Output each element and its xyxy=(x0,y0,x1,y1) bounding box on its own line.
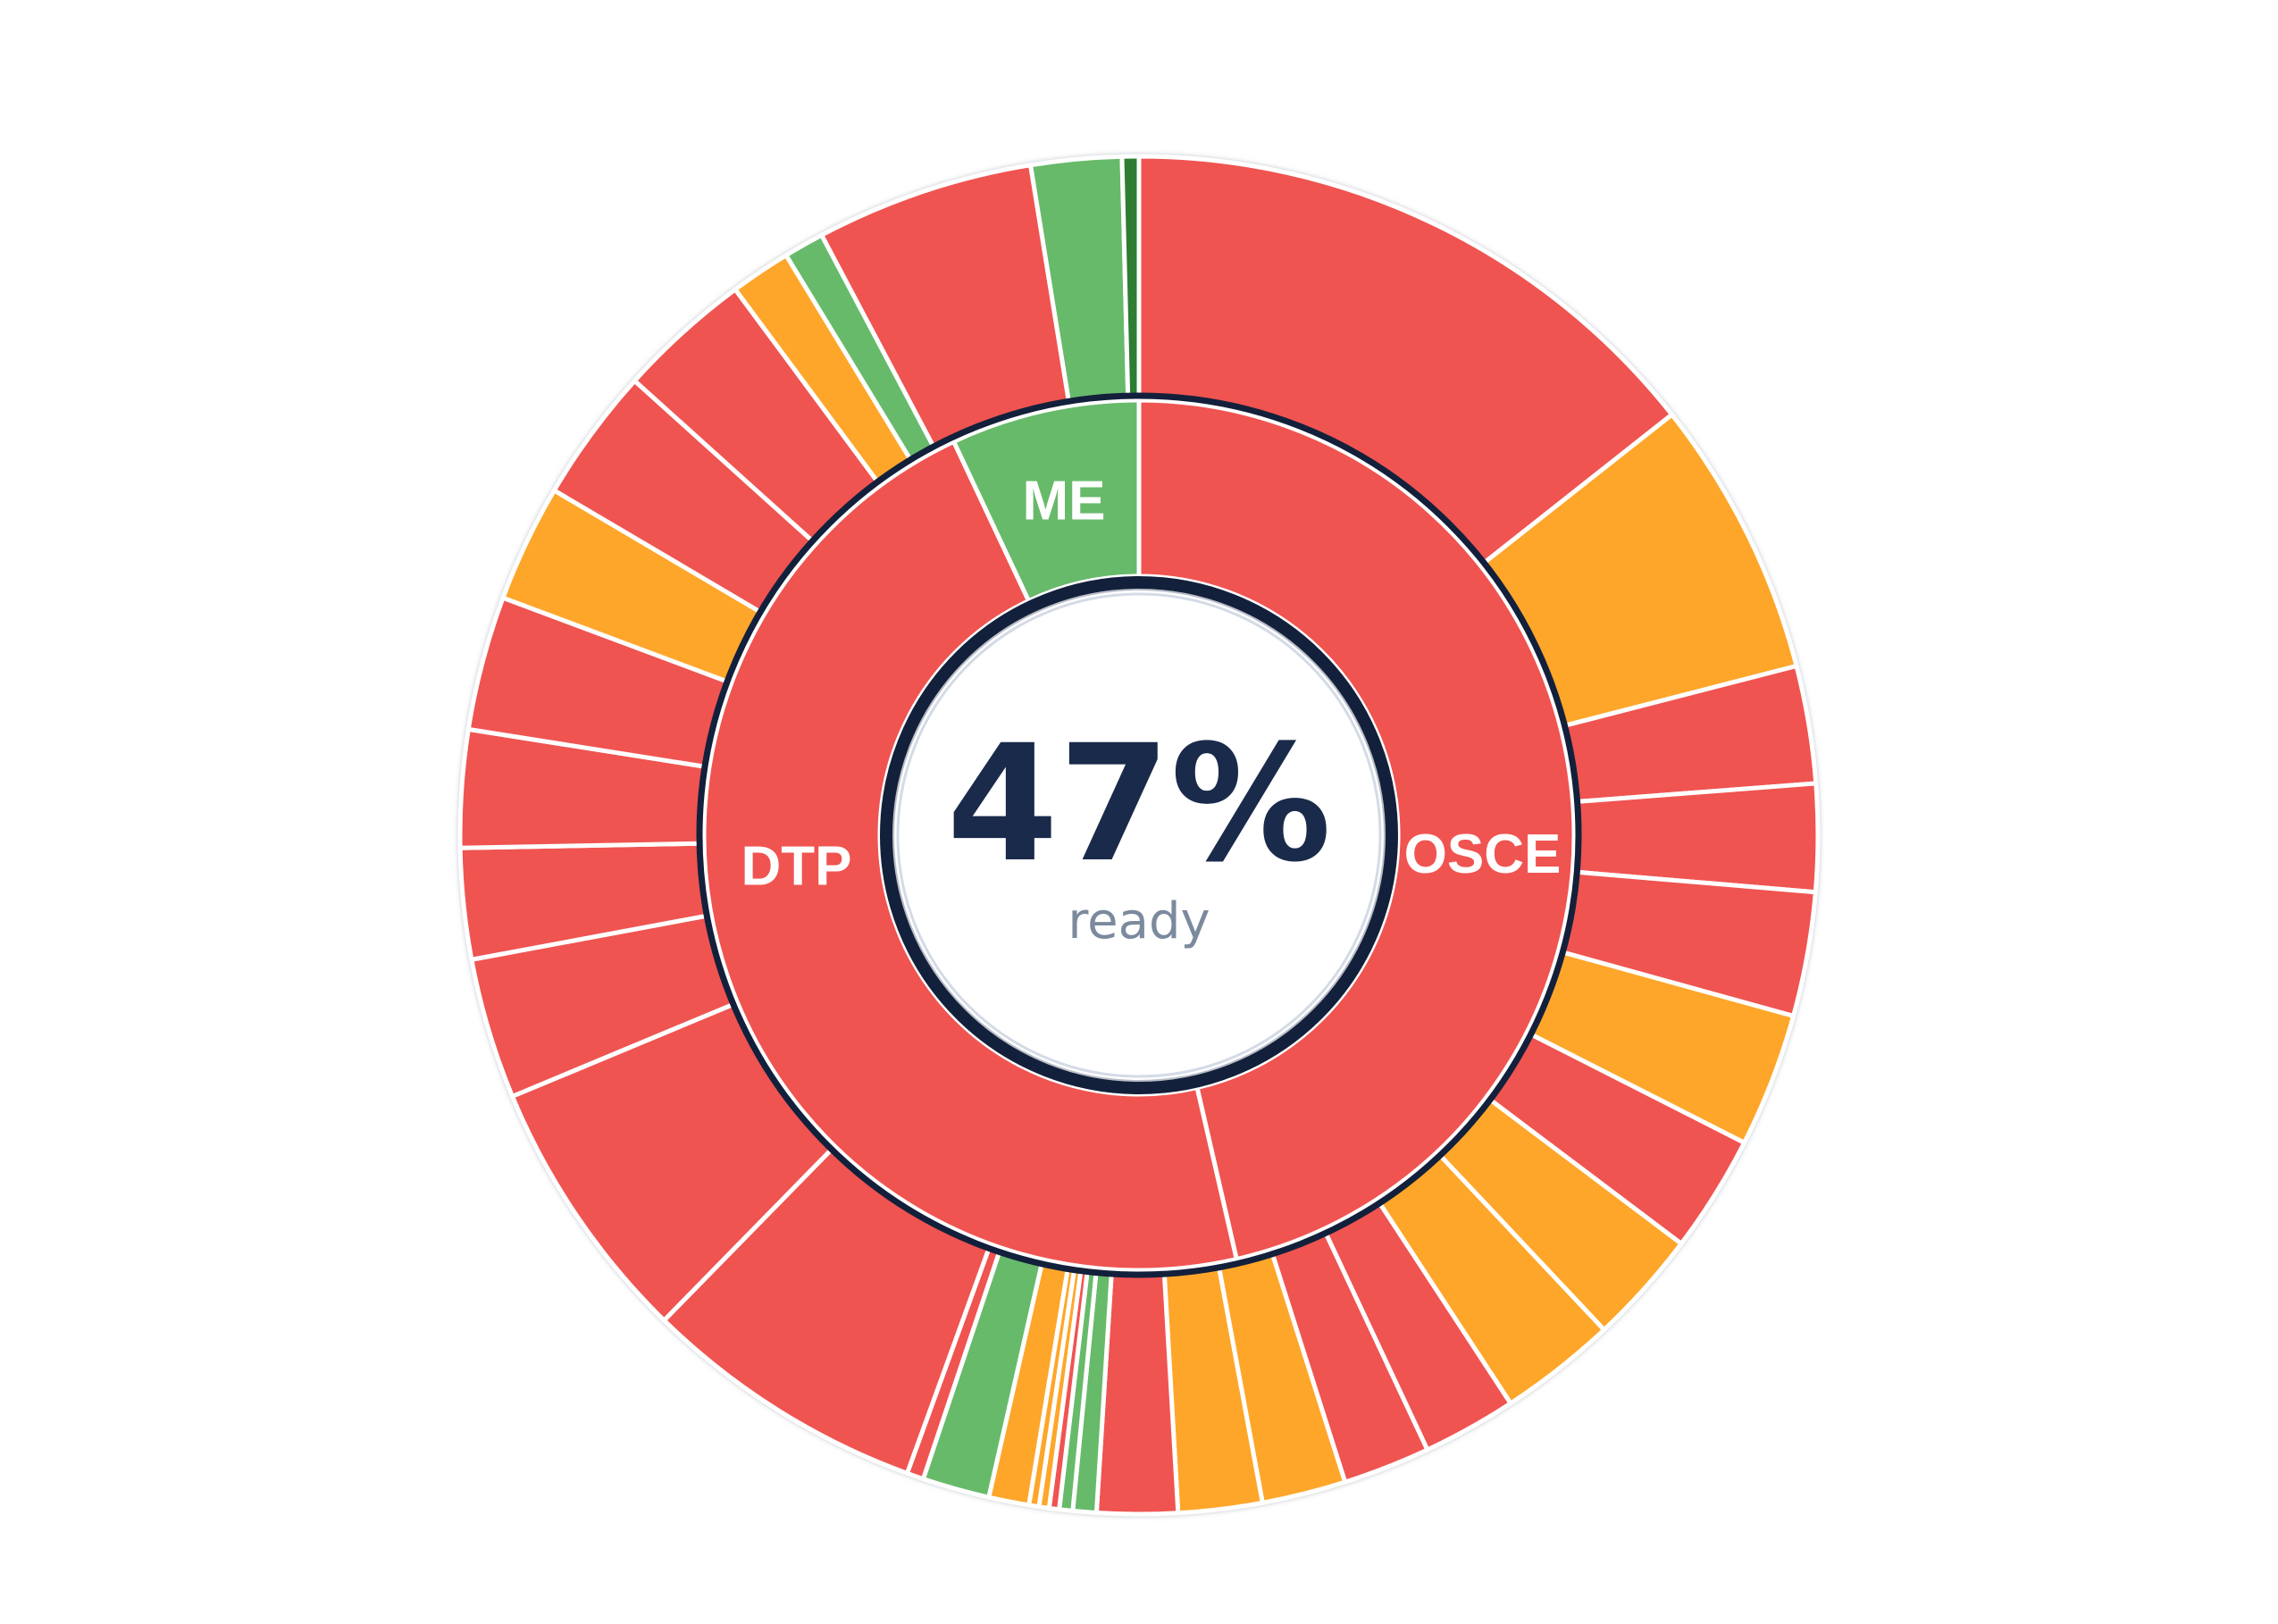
center-disc-inner-line xyxy=(896,592,1382,1078)
inner-label-dtp: DTP xyxy=(741,836,851,898)
inner-label-osce: OSCE xyxy=(1404,824,1562,885)
readiness-percentage: 47% xyxy=(947,711,1332,898)
inner-ring-labels: OSCE DTP ME xyxy=(741,470,1561,897)
inner-label-me: ME xyxy=(1023,470,1106,532)
inner-ring-outer-border xyxy=(696,392,1582,1278)
center-disc xyxy=(894,590,1384,1080)
center-ring-border xyxy=(880,576,1398,1094)
outer-ring xyxy=(457,154,1821,1517)
readiness-label: ready xyxy=(1068,892,1210,950)
inner-ring xyxy=(701,398,1577,1273)
